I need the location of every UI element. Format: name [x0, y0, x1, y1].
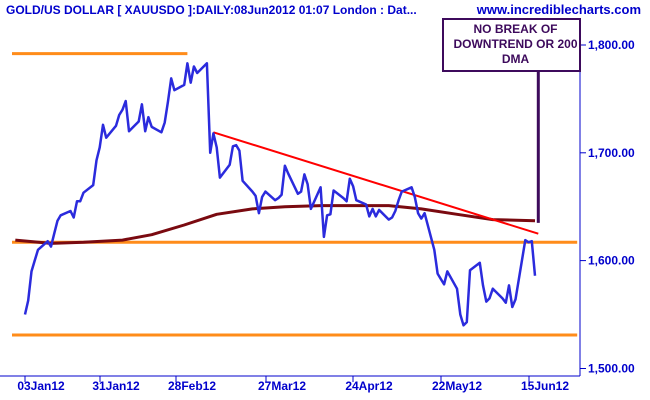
y-tick-label-3: 1,700.00 — [588, 146, 635, 160]
annotation-line-1: NO BREAK OF — [474, 22, 558, 36]
y-axis: 1,500.00 1,600.00 1,700.00 1,800.00 — [580, 38, 635, 376]
x-tick-label-6: 22May12 — [432, 379, 482, 393]
x-tick-label-7: 15Jun12 — [521, 379, 569, 393]
series-line-moving-average — [15, 204, 536, 245]
y-tick-label-1: 1,500.00 — [588, 362, 635, 376]
chart-title: GOLD/US DOLLAR [ XAUUSDO ]:DAILY:08Jun20… — [6, 3, 417, 17]
x-tick-label-1: 03Jan12 — [17, 379, 65, 393]
plot-area — [0, 18, 580, 376]
annotation-line-3: DMA — [502, 52, 530, 66]
x-tick-label-3: 28Feb12 — [168, 379, 216, 393]
annotation-rect — [442, 18, 581, 72]
series-line-price — [23, 62, 537, 327]
watermark: www.incrediblecharts.com — [476, 2, 641, 17]
y-tick-label-2: 1,600.00 — [588, 254, 635, 268]
series-layer — [15, 62, 539, 327]
x-tick-label-2: 31Jan12 — [92, 379, 140, 393]
y-tick-label-4: 1,800.00 — [588, 38, 635, 52]
x-tick-label-5: 24Apr12 — [345, 379, 393, 393]
x-axis: 03Jan12 31Jan12 28Feb12 27Mar12 24Apr12 22May… — [17, 376, 569, 393]
trendline — [213, 131, 539, 235]
x-tick-label-4: 27Mar12 — [258, 379, 306, 393]
annotation-line-2: DOWNTREND OR 200 — [453, 37, 577, 51]
